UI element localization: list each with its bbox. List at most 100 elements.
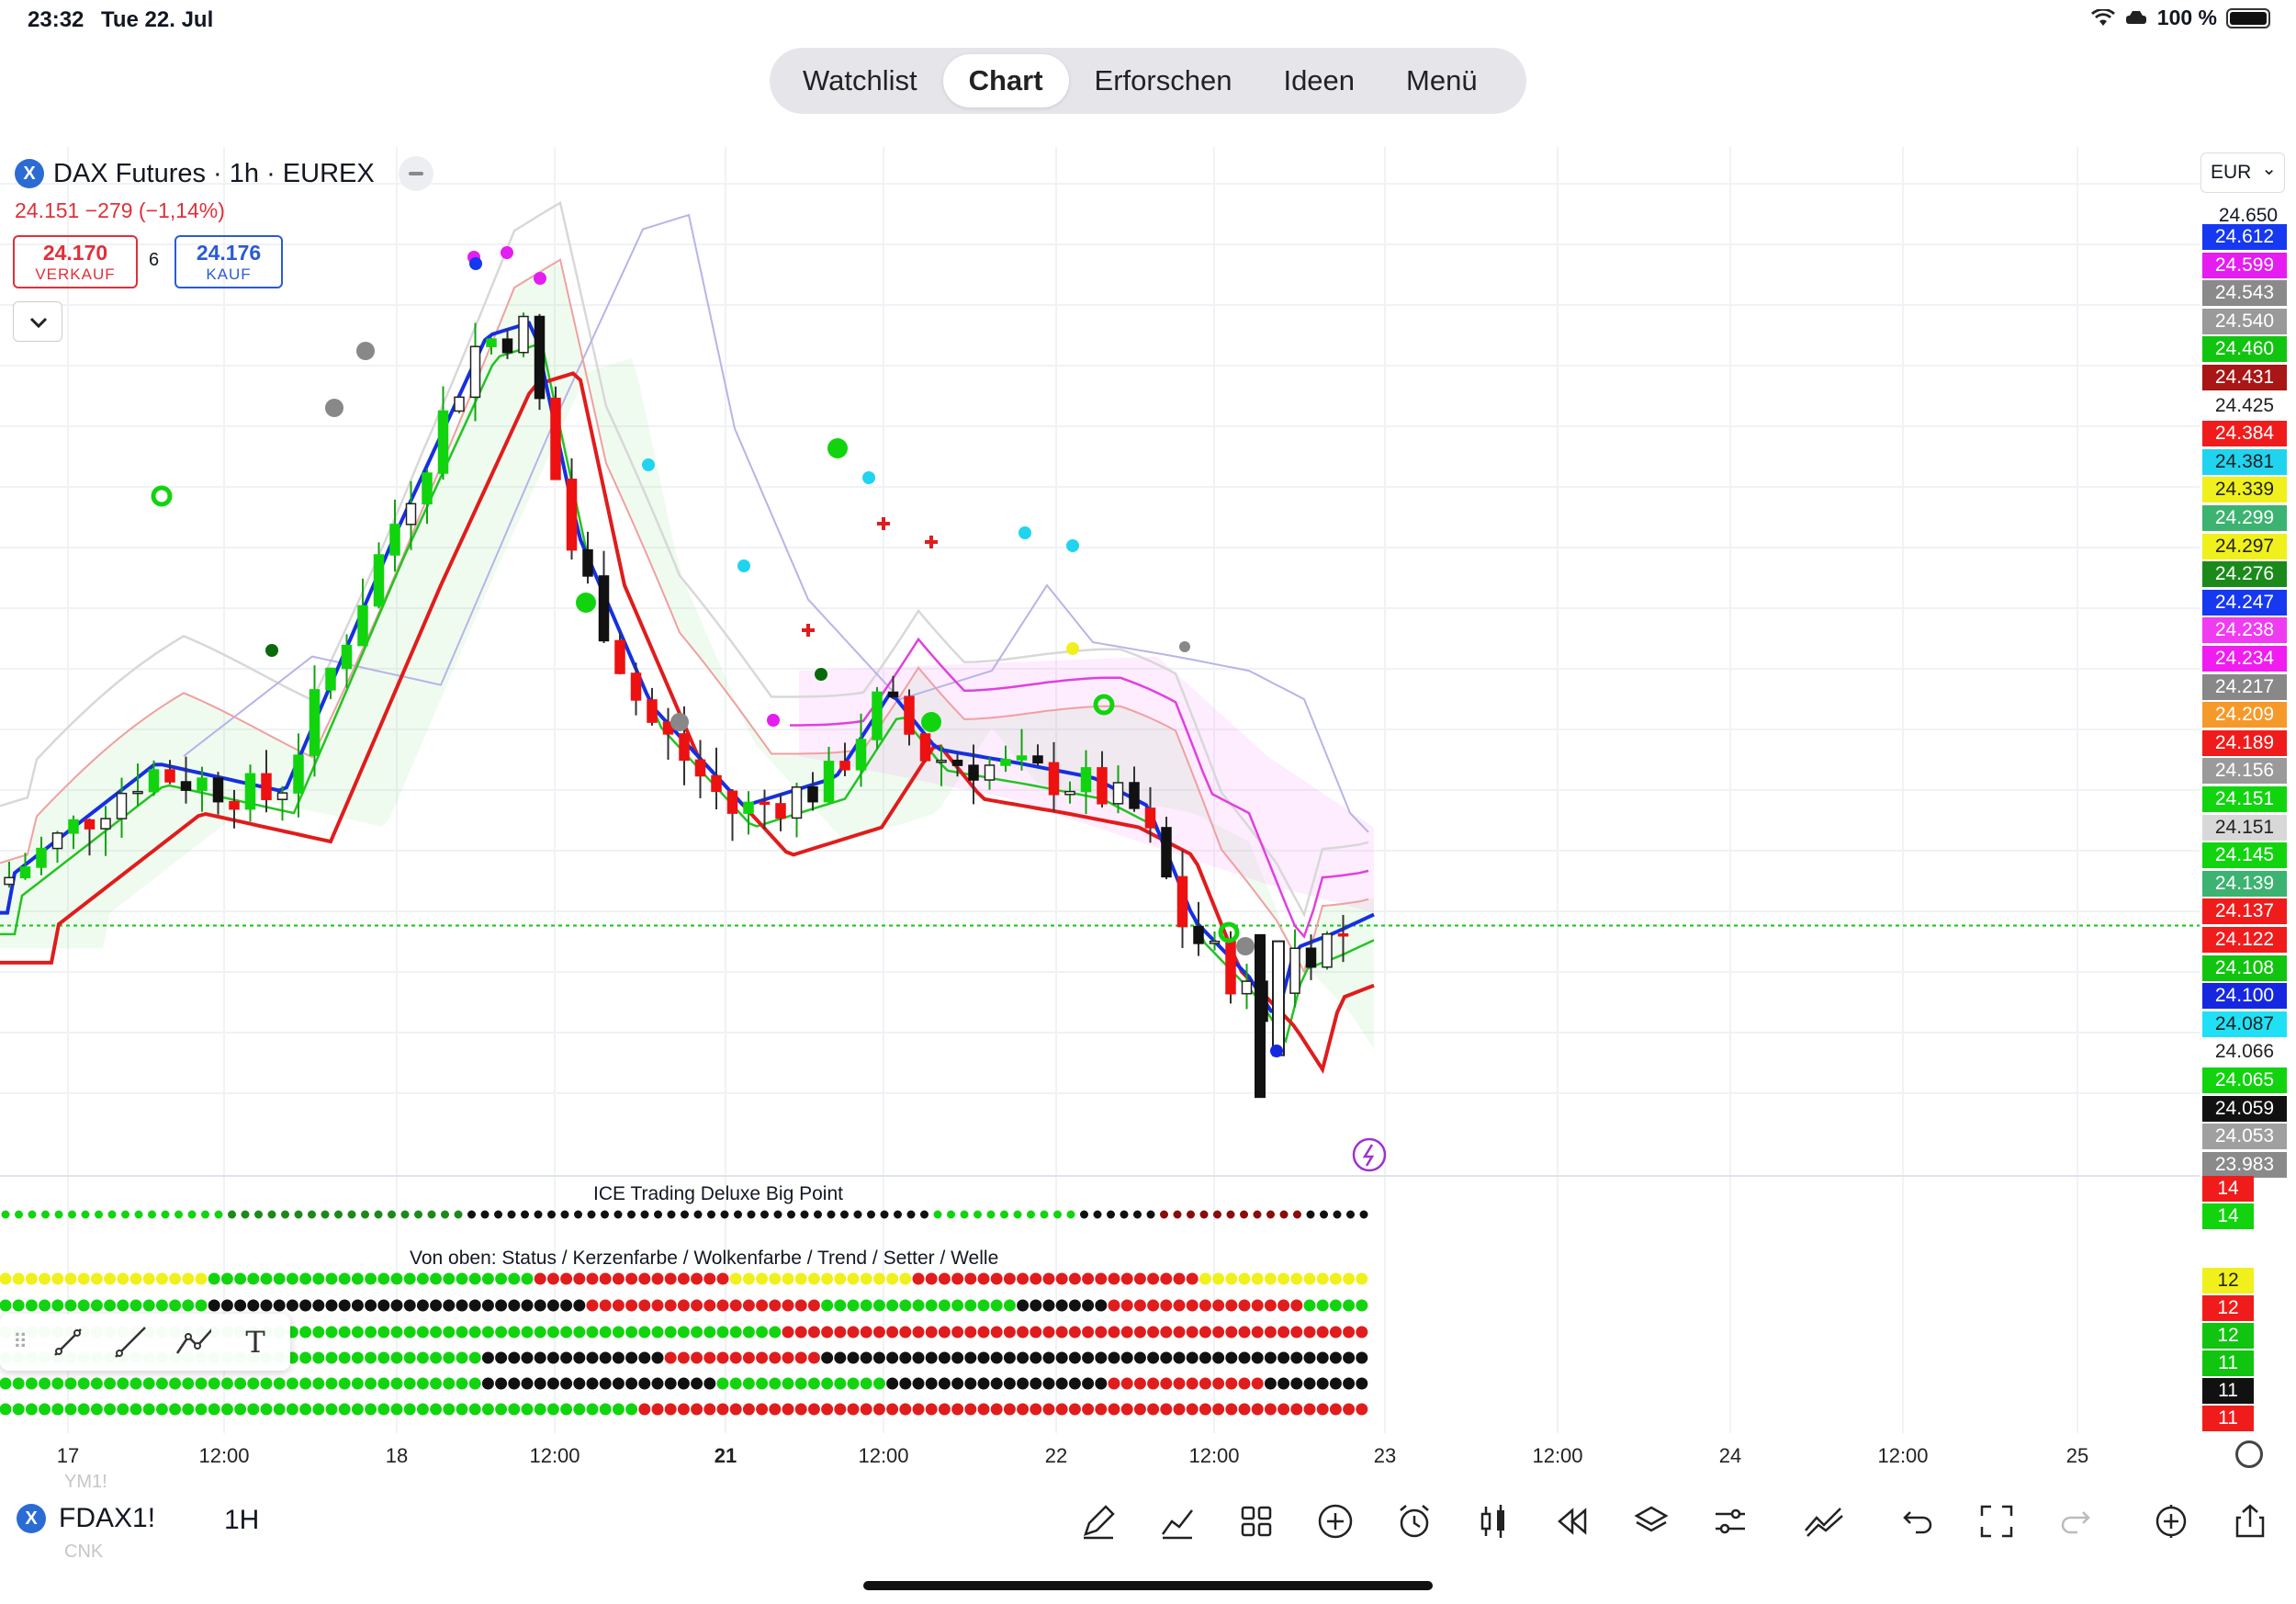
indicator-dot [1225,1351,1238,1364]
indicator-dot [782,1272,794,1285]
indicator-dot [1251,1377,1264,1390]
indicator-dot [964,1351,977,1364]
indicator-dot [481,1299,494,1312]
candle-body [100,818,111,830]
drag-handle-icon[interactable]: ⠿ [13,1330,28,1353]
dot-signal [325,399,343,417]
sell-button[interactable]: 24.170 VERKAUF [13,235,138,288]
indicator-dot [1343,1351,1356,1364]
share-icon[interactable] [2230,1501,2270,1542]
indicator-dot [1082,1403,1095,1416]
indicator-dot [1095,1377,1108,1390]
candle-body [694,759,706,777]
indicator-dot [872,1299,885,1312]
indicator-dot [25,1377,38,1390]
indicator-dot [400,1210,410,1219]
indicator-dot [1133,1377,1146,1390]
indicator-dot [1003,1377,1016,1390]
indicator-dot [1120,1351,1133,1364]
indicator-dot [1030,1326,1042,1339]
candle-body [405,503,417,525]
indicator-dot [1199,1377,1211,1390]
symbol-switcher[interactable]: X FDAX1! [17,1503,155,1534]
indicator-dot [228,1210,236,1219]
add-icon[interactable] [1315,1501,1356,1542]
indicator-dot [1082,1377,1095,1390]
indicator-dot [782,1377,794,1390]
indicator-dot [1186,1403,1199,1416]
trend-line-tool-icon[interactable] [50,1324,86,1361]
indicator-dot [638,1272,651,1285]
time-axis[interactable]: 17 12:00 18 12:00 21 12:00 22 12:00 23 12:00 24 12:… [0,1439,2296,1474]
redo-icon[interactable] [2055,1501,2096,1542]
fullscreen-icon[interactable] [1976,1501,2017,1542]
candle-style-icon[interactable] [1473,1501,1514,1542]
indicator-dot [1225,1326,1238,1339]
candle-body [630,672,642,701]
indicator-dot [90,1377,103,1390]
candle-body [148,769,160,793]
tab-ideen[interactable]: Ideen [1283,64,1356,96]
spread-value: 6 [149,250,160,270]
buy-button[interactable]: 24.176 KAUF [174,235,283,288]
gear-icon[interactable] [2235,1440,2263,1468]
indicator-dot [840,1210,849,1219]
price-chart[interactable] [0,147,2200,1433]
price-tag: 24.053 [2202,1124,2287,1150]
add-alert-icon[interactable] [2151,1501,2191,1542]
collapse-legend-icon[interactable] [398,156,433,191]
layers-icon[interactable] [1631,1501,1671,1542]
symbol-title[interactable]: DAX Futures · 1h · EUREX [53,158,375,188]
dot-signal [534,272,546,285]
timeframe-button[interactable]: 1H [224,1505,260,1535]
indicator-dot [886,1326,899,1339]
indicator-dot [0,1272,12,1285]
indicator-dot [894,1210,902,1219]
undo-icon[interactable] [1897,1501,1938,1542]
indicator-dot [521,1272,534,1285]
indicator-dot [729,1272,742,1285]
candle-body [1272,940,1285,1056]
indicator-dot [573,1299,586,1312]
indicator-dot [286,1272,298,1285]
tab-erforschen[interactable]: Erforschen [1094,64,1232,96]
indicator-dot [334,1210,343,1219]
symbol-header[interactable]: X DAX Futures · 1h · EUREX [15,156,433,191]
ray-tool-icon[interactable] [112,1324,149,1361]
indicator-dot [1251,1299,1264,1312]
indicator-dot [960,1210,969,1219]
indicator-dot [54,1210,63,1219]
indicator-dot [104,1272,117,1285]
tab-menu[interactable]: Menü [1406,64,1478,96]
expand-legend-button[interactable] [13,301,62,342]
candle-body [647,699,658,723]
alarm-icon[interactable] [1394,1501,1435,1542]
indicator-dot [807,1377,820,1390]
replay-icon[interactable] [1552,1501,1593,1542]
tab-watchlist[interactable]: Watchlist [803,64,917,96]
indicator-dot [1187,1210,1195,1219]
indicator-dot [1027,1210,1035,1219]
currency-select[interactable]: EUR [2200,152,2285,193]
strategy-icon[interactable] [1804,1501,1844,1542]
indicator-dot [468,1299,481,1312]
dot-signal [469,257,482,270]
text-tool-icon[interactable]: T [245,1325,265,1360]
tab-chart[interactable]: Chart [942,54,1069,107]
indicator-dot [742,1377,755,1390]
candle-body [1032,755,1043,764]
settings-sliders-icon[interactable] [1710,1501,1750,1542]
indicator-dot [480,1210,490,1219]
grid-icon[interactable] [1236,1501,1277,1542]
home-indicator [863,1581,1433,1590]
indicators-icon[interactable] [1157,1501,1198,1542]
indicator-value-tag: 14 [2202,1203,2254,1229]
indicator-dot [834,1299,847,1312]
path-tool-icon[interactable] [174,1324,211,1361]
battery-percent: 100 % [2156,6,2217,29]
pen-icon[interactable] [1078,1501,1119,1542]
indicator-dot [794,1351,807,1364]
indicator-dot [1306,1210,1315,1219]
candle-body [534,315,546,400]
indicator-dot [325,1326,338,1339]
